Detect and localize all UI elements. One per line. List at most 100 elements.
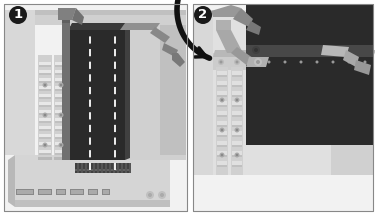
- Circle shape: [146, 191, 154, 199]
- Bar: [105, 163, 107, 173]
- Circle shape: [330, 59, 336, 65]
- Circle shape: [284, 60, 286, 63]
- Polygon shape: [5, 10, 35, 155]
- Circle shape: [256, 60, 260, 64]
- Circle shape: [221, 129, 223, 131]
- Polygon shape: [246, 21, 261, 35]
- Circle shape: [221, 99, 223, 101]
- Circle shape: [44, 144, 46, 146]
- Bar: [39, 70, 51, 75]
- Polygon shape: [172, 53, 185, 67]
- Bar: [93, 163, 95, 173]
- Bar: [85, 163, 87, 173]
- Polygon shape: [343, 50, 359, 67]
- Bar: [55, 113, 67, 115]
- Circle shape: [44, 84, 46, 86]
- Polygon shape: [211, 5, 241, 17]
- Polygon shape: [125, 10, 186, 160]
- Bar: [55, 94, 67, 99]
- Bar: [217, 131, 227, 137]
- Bar: [232, 115, 242, 117]
- Bar: [4, 4, 187, 211]
- Circle shape: [9, 6, 27, 24]
- Bar: [39, 129, 51, 131]
- Bar: [217, 71, 227, 77]
- Bar: [102, 189, 110, 195]
- Bar: [117, 163, 119, 173]
- Circle shape: [218, 59, 224, 65]
- Polygon shape: [231, 67, 243, 175]
- Bar: [39, 113, 51, 115]
- Circle shape: [60, 84, 62, 86]
- Bar: [125, 163, 127, 173]
- Circle shape: [194, 6, 212, 24]
- Bar: [81, 163, 83, 173]
- Bar: [39, 137, 51, 139]
- Circle shape: [42, 112, 48, 118]
- Polygon shape: [38, 157, 52, 160]
- Bar: [55, 81, 67, 83]
- Polygon shape: [246, 45, 373, 57]
- Bar: [16, 189, 34, 195]
- Polygon shape: [62, 23, 70, 160]
- Bar: [39, 150, 51, 155]
- Bar: [39, 145, 51, 147]
- Polygon shape: [354, 60, 371, 75]
- Bar: [55, 97, 67, 99]
- Circle shape: [314, 59, 320, 65]
- Polygon shape: [216, 30, 243, 53]
- Bar: [39, 97, 51, 99]
- Bar: [39, 81, 51, 83]
- Bar: [55, 110, 67, 115]
- Polygon shape: [15, 200, 170, 207]
- Bar: [39, 102, 51, 107]
- Circle shape: [58, 83, 63, 88]
- Bar: [232, 165, 242, 167]
- Bar: [217, 75, 227, 77]
- Bar: [55, 150, 67, 155]
- Polygon shape: [120, 23, 160, 30]
- Bar: [103, 190, 109, 194]
- Bar: [217, 121, 227, 127]
- Circle shape: [250, 59, 256, 65]
- Bar: [232, 125, 242, 127]
- Bar: [217, 161, 227, 167]
- Circle shape: [160, 193, 164, 197]
- Circle shape: [332, 60, 334, 63]
- Bar: [232, 101, 242, 107]
- Circle shape: [236, 154, 238, 156]
- Bar: [217, 125, 227, 127]
- Bar: [17, 190, 33, 194]
- Bar: [39, 94, 51, 99]
- Bar: [55, 70, 67, 75]
- Circle shape: [252, 60, 255, 63]
- Polygon shape: [213, 10, 331, 175]
- Bar: [217, 105, 227, 107]
- Polygon shape: [15, 155, 170, 200]
- Bar: [217, 145, 227, 147]
- Circle shape: [219, 60, 222, 63]
- Bar: [70, 189, 84, 195]
- Bar: [55, 134, 67, 139]
- Circle shape: [236, 129, 238, 131]
- Polygon shape: [160, 10, 186, 155]
- Bar: [232, 145, 242, 147]
- Bar: [39, 89, 51, 91]
- Bar: [232, 95, 242, 97]
- Bar: [232, 111, 242, 117]
- Bar: [232, 121, 242, 127]
- Polygon shape: [162, 43, 178, 57]
- Bar: [217, 151, 227, 157]
- Bar: [217, 135, 227, 137]
- Circle shape: [236, 99, 238, 101]
- Bar: [39, 121, 51, 123]
- Polygon shape: [231, 47, 256, 67]
- Circle shape: [42, 143, 48, 147]
- Circle shape: [252, 46, 260, 54]
- Bar: [4, 4, 187, 211]
- Bar: [55, 62, 67, 67]
- Bar: [55, 118, 67, 123]
- Bar: [217, 155, 227, 157]
- Bar: [232, 75, 242, 77]
- Bar: [55, 105, 67, 107]
